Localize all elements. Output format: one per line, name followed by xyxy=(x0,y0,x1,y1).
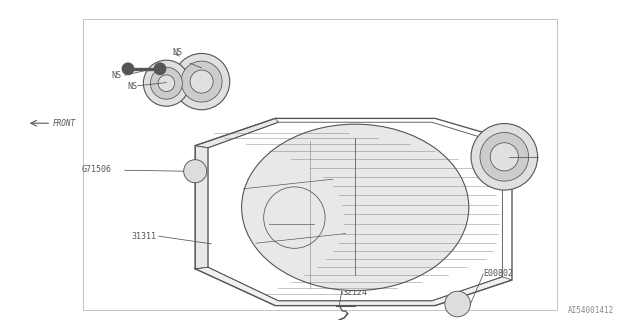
Circle shape xyxy=(122,62,134,75)
Circle shape xyxy=(181,61,222,102)
Text: AI54001412: AI54001412 xyxy=(568,306,614,315)
Circle shape xyxy=(150,67,182,99)
Text: 32124: 32124 xyxy=(342,288,367,297)
Text: NS: NS xyxy=(189,58,199,67)
Circle shape xyxy=(490,143,518,171)
Circle shape xyxy=(190,70,213,93)
Circle shape xyxy=(154,62,166,75)
Circle shape xyxy=(173,53,230,110)
Text: NS: NS xyxy=(173,48,183,57)
Circle shape xyxy=(184,160,207,183)
Circle shape xyxy=(143,60,189,106)
Text: E00802: E00802 xyxy=(483,269,513,278)
Polygon shape xyxy=(195,267,512,306)
Circle shape xyxy=(471,124,538,190)
Bar xyxy=(83,19,557,310)
Ellipse shape xyxy=(242,124,469,291)
Polygon shape xyxy=(195,146,208,269)
Polygon shape xyxy=(195,118,278,148)
Circle shape xyxy=(480,132,529,181)
Circle shape xyxy=(158,75,175,92)
Text: NS: NS xyxy=(127,82,138,91)
Text: NS: NS xyxy=(111,71,122,80)
Text: FRONT: FRONT xyxy=(53,119,76,128)
Text: 31311: 31311 xyxy=(132,232,157,241)
Circle shape xyxy=(445,291,470,317)
Text: G71506: G71506 xyxy=(82,165,112,174)
Text: G23515: G23515 xyxy=(509,152,539,161)
